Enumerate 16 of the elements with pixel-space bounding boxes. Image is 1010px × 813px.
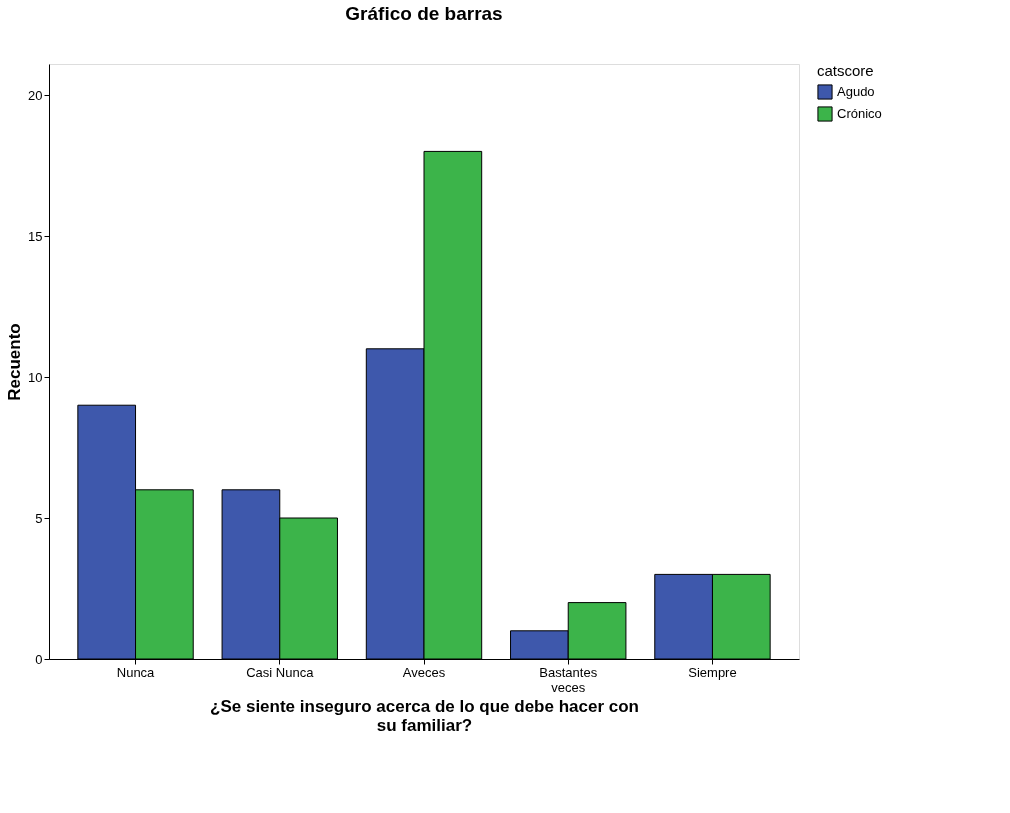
y-axis-title: Recuento — [5, 323, 25, 401]
x-tick-label: Bastantes veces — [539, 664, 598, 695]
x-tick-label: Siempre — [688, 664, 737, 680]
x-tick-label: Aveces — [402, 664, 446, 680]
chart-title: Gráfico de barras — [345, 3, 503, 24]
x-tick-label: Nunca — [116, 664, 156, 680]
y-tick-label: 10 — [28, 369, 43, 385]
y-tick-label: 5 — [35, 510, 43, 526]
y-tick-label: 0 — [35, 651, 43, 667]
y-tick-label: 15 — [28, 228, 43, 244]
x-axis-title: ¿Se siente inseguro acerca de lo que debe hacer con su familiar? — [210, 696, 639, 735]
legend-title: catscore — [817, 62, 874, 79]
legend-label: Agudo — [837, 84, 875, 99]
x-tick-label: Casi Nunca — [246, 664, 315, 680]
y-tick-label: 20 — [28, 87, 43, 103]
legend-label: Crónico — [837, 106, 882, 121]
